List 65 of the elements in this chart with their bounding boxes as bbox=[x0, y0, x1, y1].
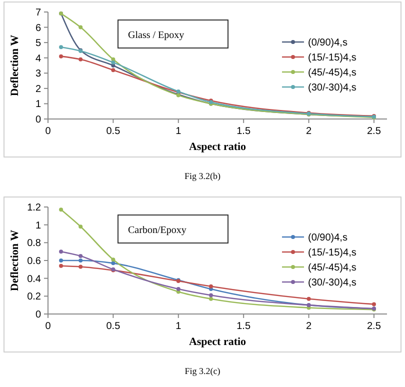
x-tick-label: 0 bbox=[45, 321, 52, 332]
point bbox=[208, 293, 213, 298]
x-tick-label: 0 bbox=[45, 126, 52, 137]
point bbox=[59, 264, 64, 268]
point bbox=[306, 296, 311, 301]
x-tick-label: 2 bbox=[306, 126, 312, 137]
x-tick-label: 0.5 bbox=[106, 321, 121, 332]
caption: Fig 3.2(c) bbox=[184, 366, 220, 376]
x-axis-title: Aspect ratio bbox=[188, 336, 247, 348]
point bbox=[59, 208, 64, 212]
point bbox=[59, 250, 64, 254]
legend-label: (45/-45)4,s bbox=[308, 68, 356, 78]
x-tick-label: 1 bbox=[176, 321, 182, 332]
x-tick-label: 1.5 bbox=[236, 126, 251, 137]
x-tick-label: 2.5 bbox=[367, 126, 382, 137]
point bbox=[372, 302, 376, 306]
legend-label: (45/-45)4,s bbox=[308, 262, 356, 274]
point bbox=[78, 25, 83, 30]
point bbox=[208, 284, 213, 288]
y-tick-label: 0 bbox=[35, 310, 42, 320]
y-tick-label: 1.2 bbox=[27, 202, 42, 214]
point bbox=[111, 60, 116, 64]
caption: Fig 3.2(b) bbox=[184, 171, 221, 181]
legend-label: (0/90)4,s bbox=[308, 232, 348, 244]
x-tick-label: 2 bbox=[306, 321, 312, 332]
point bbox=[78, 264, 83, 269]
point bbox=[59, 45, 64, 50]
y-tick-label: 0.8 bbox=[27, 238, 42, 250]
text: Carbon/Epoxy bbox=[128, 225, 186, 236]
y-tick-label: 4 bbox=[35, 53, 42, 64]
point bbox=[78, 57, 83, 62]
y-tick-label: 6 bbox=[35, 22, 42, 34]
x-axis-title: Aspect ratio bbox=[188, 141, 247, 153]
legend-label: (30/-30)4,s bbox=[308, 278, 356, 288]
x-tick-label: 0.5 bbox=[106, 126, 121, 137]
legend-label: (0/90)4,s bbox=[308, 38, 348, 48]
legend-label: (15/-15)4,s bbox=[308, 248, 356, 258]
point bbox=[59, 54, 64, 58]
point bbox=[208, 296, 213, 301]
point bbox=[111, 68, 116, 72]
x-tick-label: 1.5 bbox=[236, 321, 251, 332]
point bbox=[176, 287, 180, 292]
y-tick-label: 1 bbox=[35, 220, 42, 232]
point bbox=[78, 258, 83, 262]
legend-label: (30/-30)4,s bbox=[308, 82, 356, 94]
x-tick-label: 1 bbox=[176, 126, 182, 137]
legend-label: (15/-15)4,s bbox=[308, 52, 356, 64]
point bbox=[111, 261, 116, 266]
y-tick-label: 0.6 bbox=[27, 256, 42, 267]
x-tick-label: 2.5 bbox=[367, 321, 382, 332]
y-tick-label: 0 bbox=[35, 114, 42, 126]
point bbox=[78, 254, 83, 258]
y-tick-label: 0.2 bbox=[27, 292, 42, 303]
y-axis-title: Deflection W bbox=[9, 34, 21, 96]
y-tick-label: 7 bbox=[35, 8, 42, 18]
y-tick-label: 5 bbox=[35, 38, 42, 50]
point bbox=[78, 224, 83, 229]
y-axis-title: Deflection W bbox=[9, 230, 21, 292]
y-tick-label: 2 bbox=[35, 84, 42, 95]
y-tick-label: 0.4 bbox=[27, 274, 42, 285]
point bbox=[111, 258, 116, 262]
point bbox=[59, 258, 64, 262]
y-tick-label: 1 bbox=[35, 99, 42, 110]
text: Glass / Epoxy bbox=[128, 30, 184, 41]
y-tick-label: 3 bbox=[35, 68, 42, 80]
